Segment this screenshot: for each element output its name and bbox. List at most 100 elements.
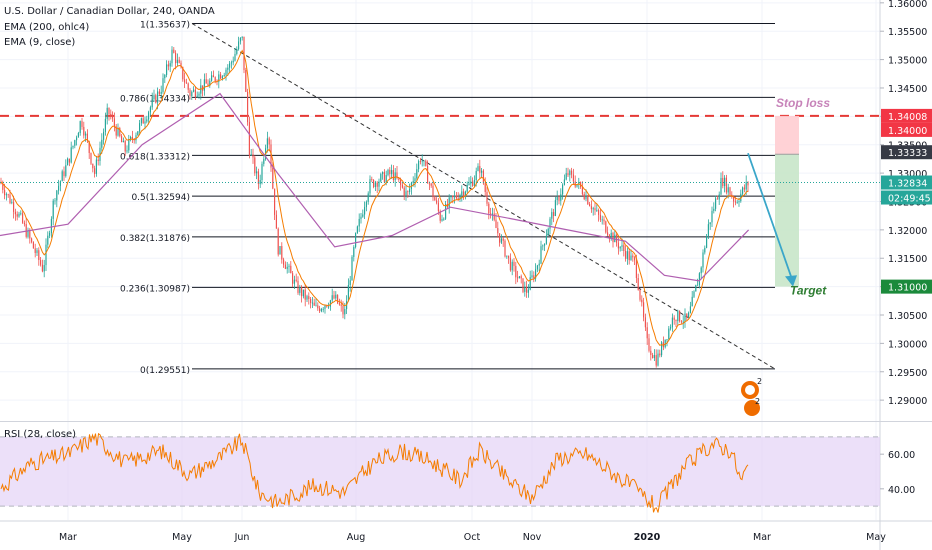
candle-body bbox=[463, 191, 465, 197]
candle-body bbox=[486, 191, 488, 204]
candle-body bbox=[680, 321, 682, 323]
target-price-tag: 1.31000 bbox=[881, 279, 932, 294]
time-tick-label: Jun bbox=[234, 532, 250, 543]
candle-body bbox=[533, 275, 535, 279]
candle-body bbox=[13, 202, 15, 212]
candle-body bbox=[40, 260, 42, 265]
price-tick-label: 1.31500 bbox=[888, 254, 927, 265]
candle-body bbox=[621, 245, 623, 247]
candle-body bbox=[594, 208, 596, 211]
candle-body bbox=[652, 354, 654, 359]
candle-body bbox=[338, 303, 340, 305]
candle-body bbox=[727, 187, 729, 193]
projection-arrow bbox=[747, 152, 794, 283]
rsi-legend: RSI (28, close) bbox=[4, 429, 77, 440]
candle-body bbox=[742, 187, 744, 194]
candle-body bbox=[562, 184, 564, 195]
candle-body bbox=[565, 173, 567, 180]
candle-body bbox=[200, 85, 202, 94]
candle-body bbox=[151, 99, 153, 108]
candle-body bbox=[391, 170, 393, 175]
candle-body bbox=[16, 214, 18, 217]
candle-body bbox=[157, 91, 159, 103]
candle-body bbox=[488, 203, 490, 214]
candle-body bbox=[637, 278, 639, 290]
stop-price-tag: 1.34008 bbox=[881, 108, 932, 123]
candle-body bbox=[223, 75, 225, 77]
time-tick-label: 2020 bbox=[634, 532, 661, 543]
candle-body bbox=[643, 302, 645, 318]
time-tick-label: May bbox=[172, 532, 192, 543]
risk-box bbox=[775, 115, 799, 155]
candle-body bbox=[328, 306, 330, 308]
candle-body bbox=[209, 80, 211, 86]
candle-body bbox=[664, 339, 666, 348]
time-tick-label: Oct bbox=[464, 532, 481, 543]
candle-body bbox=[578, 181, 580, 185]
candle-body bbox=[103, 131, 105, 140]
candle-body bbox=[331, 295, 333, 301]
candle-body bbox=[441, 219, 443, 221]
candle-body bbox=[504, 240, 506, 257]
candle-body bbox=[401, 184, 403, 188]
chart-title: U.S. Dollar / Canadian Dollar, 240, OAND… bbox=[4, 6, 215, 17]
candle-body bbox=[281, 246, 283, 260]
candle-body bbox=[549, 218, 551, 229]
candle-body bbox=[495, 219, 497, 229]
candle-body bbox=[272, 167, 274, 189]
candle-body bbox=[198, 93, 200, 96]
candle-body bbox=[605, 221, 607, 233]
candle-body bbox=[207, 83, 209, 86]
candle-body bbox=[554, 200, 556, 216]
candle-body bbox=[229, 63, 231, 68]
candle-body bbox=[65, 165, 67, 177]
candle-body bbox=[306, 296, 308, 300]
candle-body bbox=[184, 79, 186, 83]
grid bbox=[0, 0, 880, 520]
candle-body bbox=[63, 171, 65, 177]
candle-body bbox=[106, 107, 108, 119]
candle-body bbox=[470, 181, 472, 184]
candle-body bbox=[707, 224, 709, 237]
candle-body bbox=[241, 36, 243, 38]
candle-body bbox=[25, 224, 27, 237]
target-price-tag-bg bbox=[881, 279, 932, 294]
candle-body bbox=[254, 157, 256, 174]
candle-body bbox=[128, 139, 130, 151]
candles bbox=[0, 36, 749, 368]
candle-body bbox=[293, 279, 295, 284]
candle-body bbox=[455, 195, 457, 199]
candle-body bbox=[326, 305, 328, 307]
candle-body bbox=[56, 190, 58, 201]
candle-body bbox=[355, 233, 357, 248]
candle-body bbox=[211, 75, 213, 81]
countdown-tag-text: 02:49:45 bbox=[888, 194, 931, 205]
candle-body bbox=[299, 287, 301, 293]
candle-body bbox=[583, 194, 585, 200]
candle-body bbox=[607, 232, 609, 236]
candle-body bbox=[252, 154, 254, 158]
candle-body bbox=[137, 131, 139, 136]
candle-body bbox=[117, 128, 119, 136]
candle-body bbox=[11, 202, 13, 204]
candle-body bbox=[702, 252, 704, 268]
candle-body bbox=[297, 280, 299, 293]
candle-body bbox=[661, 342, 663, 356]
candle-body bbox=[590, 206, 592, 210]
candle-body bbox=[212, 75, 214, 78]
candle-body bbox=[32, 241, 34, 249]
candle-body bbox=[572, 174, 574, 182]
candle-body bbox=[344, 309, 346, 315]
price-tick-label: 1.29500 bbox=[888, 368, 927, 379]
candle-body bbox=[668, 328, 670, 340]
candle-body bbox=[722, 177, 724, 187]
candle-body bbox=[623, 245, 625, 252]
price-tick-label: 1.30500 bbox=[888, 311, 927, 322]
candle-body bbox=[677, 310, 679, 322]
candle-body bbox=[625, 251, 627, 259]
candle-body bbox=[466, 184, 468, 192]
candle-body bbox=[41, 264, 43, 272]
candle-body bbox=[509, 257, 511, 271]
event-count: 2 bbox=[757, 377, 762, 386]
candle-body bbox=[544, 243, 546, 246]
